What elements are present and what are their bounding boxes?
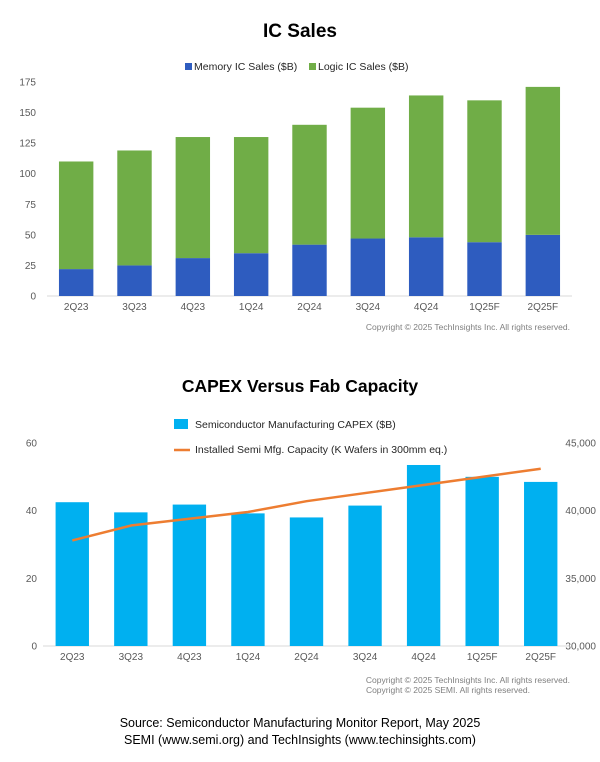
chart1-x-tick: 3Q24 [356,302,381,313]
chart2-x-tick: 4Q23 [177,652,202,663]
chart1-y-tick: 75 [25,200,37,211]
chart2-x-tick: 4Q24 [411,652,436,663]
chart2-title: CAPEX Versus Fab Capacity [182,376,419,396]
chart2-y2-tick: 30,000 [565,642,596,653]
chart1-bar-memory [467,242,502,296]
chart1-legend-logic: Logic IC Sales ($B) [318,61,408,73]
chart1-bar-memory [117,265,152,296]
chart2-bar-capex [289,517,324,646]
source-line-2: SEMI (www.semi.org) and TechInsights (ww… [124,733,476,747]
chart2-legend-capex: Semiconductor Manufacturing CAPEX ($B) [195,419,396,431]
chart1-x-tick: 2Q23 [64,302,89,313]
chart1-bar-memory [525,234,561,296]
chart2-bar-capex [231,513,265,646]
chart1-legend-swatch-memory [185,63,192,70]
chart1-y-tick: 100 [19,169,36,180]
chart1-x-tick: 3Q23 [122,302,147,313]
chart1-bar-logic [467,100,502,243]
chart2-y-axis: 0 20 40 60 [26,439,38,653]
chart2-x-tick: 2Q25F [525,652,556,663]
chart1-bar-memory [233,253,269,296]
chart1-title: IC Sales [263,21,337,42]
chart2-x-tick: 1Q25F [467,652,498,663]
chart2-x-tick: 2Q24 [294,652,319,663]
chart1-copyright: Copyright © 2025 TechInsights Inc. All r… [366,322,570,332]
chart2-bar-capex [55,502,89,646]
chart2-copyright-semi: Copyright © 2025 SEMI. All rights reserv… [366,685,530,695]
chart2-x-tick: 2Q23 [60,652,85,663]
chart2-bar-capex [348,505,382,646]
chart1-x-tick: 2Q25F [528,302,559,313]
chart2-y-tick: 0 [31,642,37,653]
chart1-x-tick: 1Q24 [239,302,264,313]
chart2-copyright-techinsights: Copyright © 2025 TechInsights Inc. All r… [366,675,570,685]
source-line-1: Source: Semiconductor Manufacturing Moni… [119,716,481,730]
chart1-bar-memory [58,269,94,296]
chart2-y2-axis: 30,000 35,000 40,000 45,000 [565,439,596,653]
chart2-bars [55,464,558,646]
chart1-bar-memory [408,237,444,296]
chart2-y-tick: 40 [26,506,38,517]
chart2-y2-tick: 40,000 [565,506,596,517]
chart1-bar-logic [117,150,152,266]
chart2-bar-capex [172,504,207,646]
chart2-x-axis: 2Q23 3Q23 4Q23 1Q24 2Q24 3Q24 4Q24 1Q25F 2Q25F [60,652,556,663]
chart2-bar-capex [406,464,441,646]
chart1-bar-memory [175,258,211,296]
chart2-y-tick: 60 [26,439,38,450]
chart1-legend: Memory IC Sales ($B) Logic IC Sales ($B) [185,61,408,73]
chart2-legend-swatch-capex [174,419,188,429]
chart2-x-tick: 3Q24 [353,652,378,663]
chart1-x-axis: 2Q23 3Q23 4Q23 1Q24 2Q24 3Q24 4Q24 1Q25F 2Q25F [64,302,558,313]
chart1-y-tick: 25 [25,261,37,272]
chart1-bar-logic [350,107,386,239]
chart1-bar-logic [525,86,561,235]
chart1-bar-logic [408,95,444,238]
chart1-y-axis: 0 25 50 75 100 125 150 175 [19,78,36,303]
chart2-bar-capex [465,476,499,646]
chart2-y2-tick: 35,000 [565,574,596,585]
chart2-y-tick: 20 [26,574,38,585]
chart1-y-tick: 50 [25,230,37,241]
chart1-x-tick: 4Q23 [181,302,206,313]
chart1-bar-logic [175,137,211,259]
chart2-x-tick: 1Q24 [236,652,261,663]
chart1-y-tick: 0 [30,292,36,303]
chart1-bar-logic [58,161,94,270]
chart2-y2-tick: 45,000 [565,439,596,450]
chart1-bar-memory [292,244,327,296]
chart1-y-tick: 150 [19,108,36,119]
chart2-line-capacity [71,467,541,542]
chart1-bar-logic [292,124,327,245]
chart2-bar-capex [114,512,148,646]
chart1-bars [58,86,561,296]
chart1-y-tick: 125 [19,139,36,150]
chart1-x-tick: 2Q24 [297,302,322,313]
chart2-bar-capex [524,481,558,646]
chart1-x-tick: 1Q25F [469,302,500,313]
chart2-x-tick: 3Q23 [119,652,144,663]
chart2-capacity-line [71,467,541,542]
chart2-legend-capacity: Installed Semi Mfg. Capacity (K Wafers i… [195,444,447,456]
chart1-legend-swatch-logic [309,63,316,70]
chart1-y-tick: 175 [19,78,36,89]
chart1-bar-memory [350,238,386,296]
chart1-x-tick: 4Q24 [414,302,439,313]
chart1-bar-logic [233,137,269,254]
chart2-legend: Semiconductor Manufacturing CAPEX ($B) I… [174,419,447,456]
chart1-legend-memory: Memory IC Sales ($B) [194,61,297,73]
